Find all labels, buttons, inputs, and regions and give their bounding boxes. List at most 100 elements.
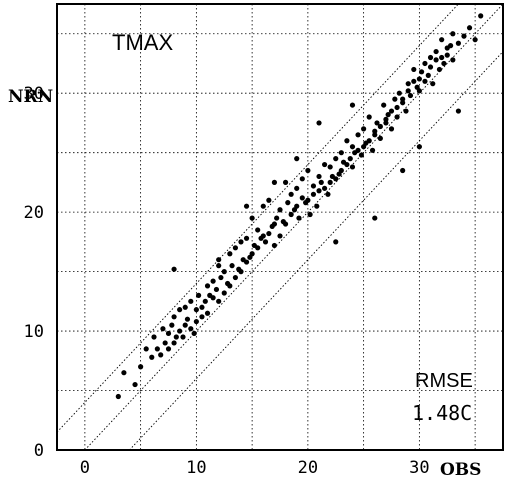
data-point <box>211 295 216 300</box>
data-point <box>372 215 377 220</box>
data-point <box>426 73 431 78</box>
data-point <box>160 326 165 331</box>
data-point <box>408 93 413 98</box>
data-point <box>473 37 478 42</box>
data-point <box>272 180 277 185</box>
data-point <box>428 64 433 69</box>
data-point <box>350 144 355 149</box>
data-point <box>422 79 427 84</box>
data-point <box>144 346 149 351</box>
data-point <box>417 76 422 81</box>
y-tick-label: 10 <box>24 322 44 342</box>
x-tick-label: 20 <box>298 458 318 478</box>
data-point <box>227 251 232 256</box>
data-point <box>272 221 277 226</box>
data-point <box>333 156 338 161</box>
data-point <box>389 126 394 131</box>
data-point <box>322 186 327 191</box>
data-point <box>294 204 299 209</box>
x-tick-label: 10 <box>186 458 206 478</box>
data-point <box>244 204 249 209</box>
data-point <box>183 305 188 310</box>
chart-title: TMAX <box>112 30 173 55</box>
data-point <box>289 192 294 197</box>
data-point <box>171 314 176 319</box>
data-point <box>121 370 126 375</box>
data-point <box>274 215 279 220</box>
data-point <box>192 331 197 336</box>
data-point <box>166 346 171 351</box>
data-point <box>255 227 260 232</box>
data-point <box>205 283 210 288</box>
data-point <box>188 299 193 304</box>
data-point <box>430 81 435 86</box>
y-tick-label: 0 <box>34 441 44 461</box>
data-point <box>233 245 238 250</box>
data-point <box>194 307 199 312</box>
data-point <box>216 257 221 262</box>
data-point <box>378 136 383 141</box>
data-point <box>283 221 288 226</box>
data-point <box>392 97 397 102</box>
data-point <box>328 180 333 185</box>
data-point <box>478 13 483 18</box>
data-point <box>250 215 255 220</box>
data-point <box>397 91 402 96</box>
data-point <box>434 49 439 54</box>
data-point <box>394 114 399 119</box>
data-point <box>316 174 321 179</box>
data-point <box>441 61 446 66</box>
stat-label: RMSE <box>415 370 473 392</box>
data-point <box>277 207 282 212</box>
data-point <box>305 168 310 173</box>
reference-line-upper <box>57 4 458 432</box>
data-point <box>171 267 176 272</box>
data-point <box>285 200 290 205</box>
data-point <box>238 269 243 274</box>
data-point <box>227 283 232 288</box>
data-point <box>400 168 405 173</box>
stat-value: 1.48C <box>412 401 472 425</box>
data-point <box>305 198 310 203</box>
data-point <box>216 263 221 268</box>
data-point <box>361 126 366 131</box>
data-point <box>250 251 255 256</box>
y-ticks: 0 10 20 30 <box>24 84 44 461</box>
data-point <box>437 67 442 72</box>
data-points <box>116 13 484 399</box>
data-point <box>261 233 266 238</box>
data-point <box>199 314 204 319</box>
data-point <box>417 88 422 93</box>
data-point <box>350 164 355 169</box>
data-point <box>277 233 282 238</box>
data-point <box>367 138 372 143</box>
data-point <box>344 162 349 167</box>
data-point <box>169 323 174 328</box>
data-point <box>163 340 168 345</box>
data-point <box>229 263 234 268</box>
data-point <box>149 355 154 360</box>
data-point <box>214 287 219 292</box>
data-point <box>394 105 399 110</box>
data-point <box>177 307 182 312</box>
data-point <box>203 299 208 304</box>
data-point <box>417 144 422 149</box>
data-point <box>319 180 324 185</box>
data-point <box>381 102 386 107</box>
data-point <box>177 328 182 333</box>
data-point <box>367 114 372 119</box>
data-point <box>450 31 455 36</box>
data-point <box>445 53 450 58</box>
data-point <box>180 334 185 339</box>
data-point <box>266 198 271 203</box>
data-point <box>344 138 349 143</box>
data-point <box>300 176 305 181</box>
data-point <box>450 57 455 62</box>
data-point <box>383 117 388 122</box>
data-point <box>205 311 210 316</box>
x-tick-label: 0 <box>80 458 90 478</box>
data-point <box>300 195 305 200</box>
data-point <box>316 120 321 125</box>
data-point <box>151 334 156 339</box>
data-point <box>194 319 199 324</box>
